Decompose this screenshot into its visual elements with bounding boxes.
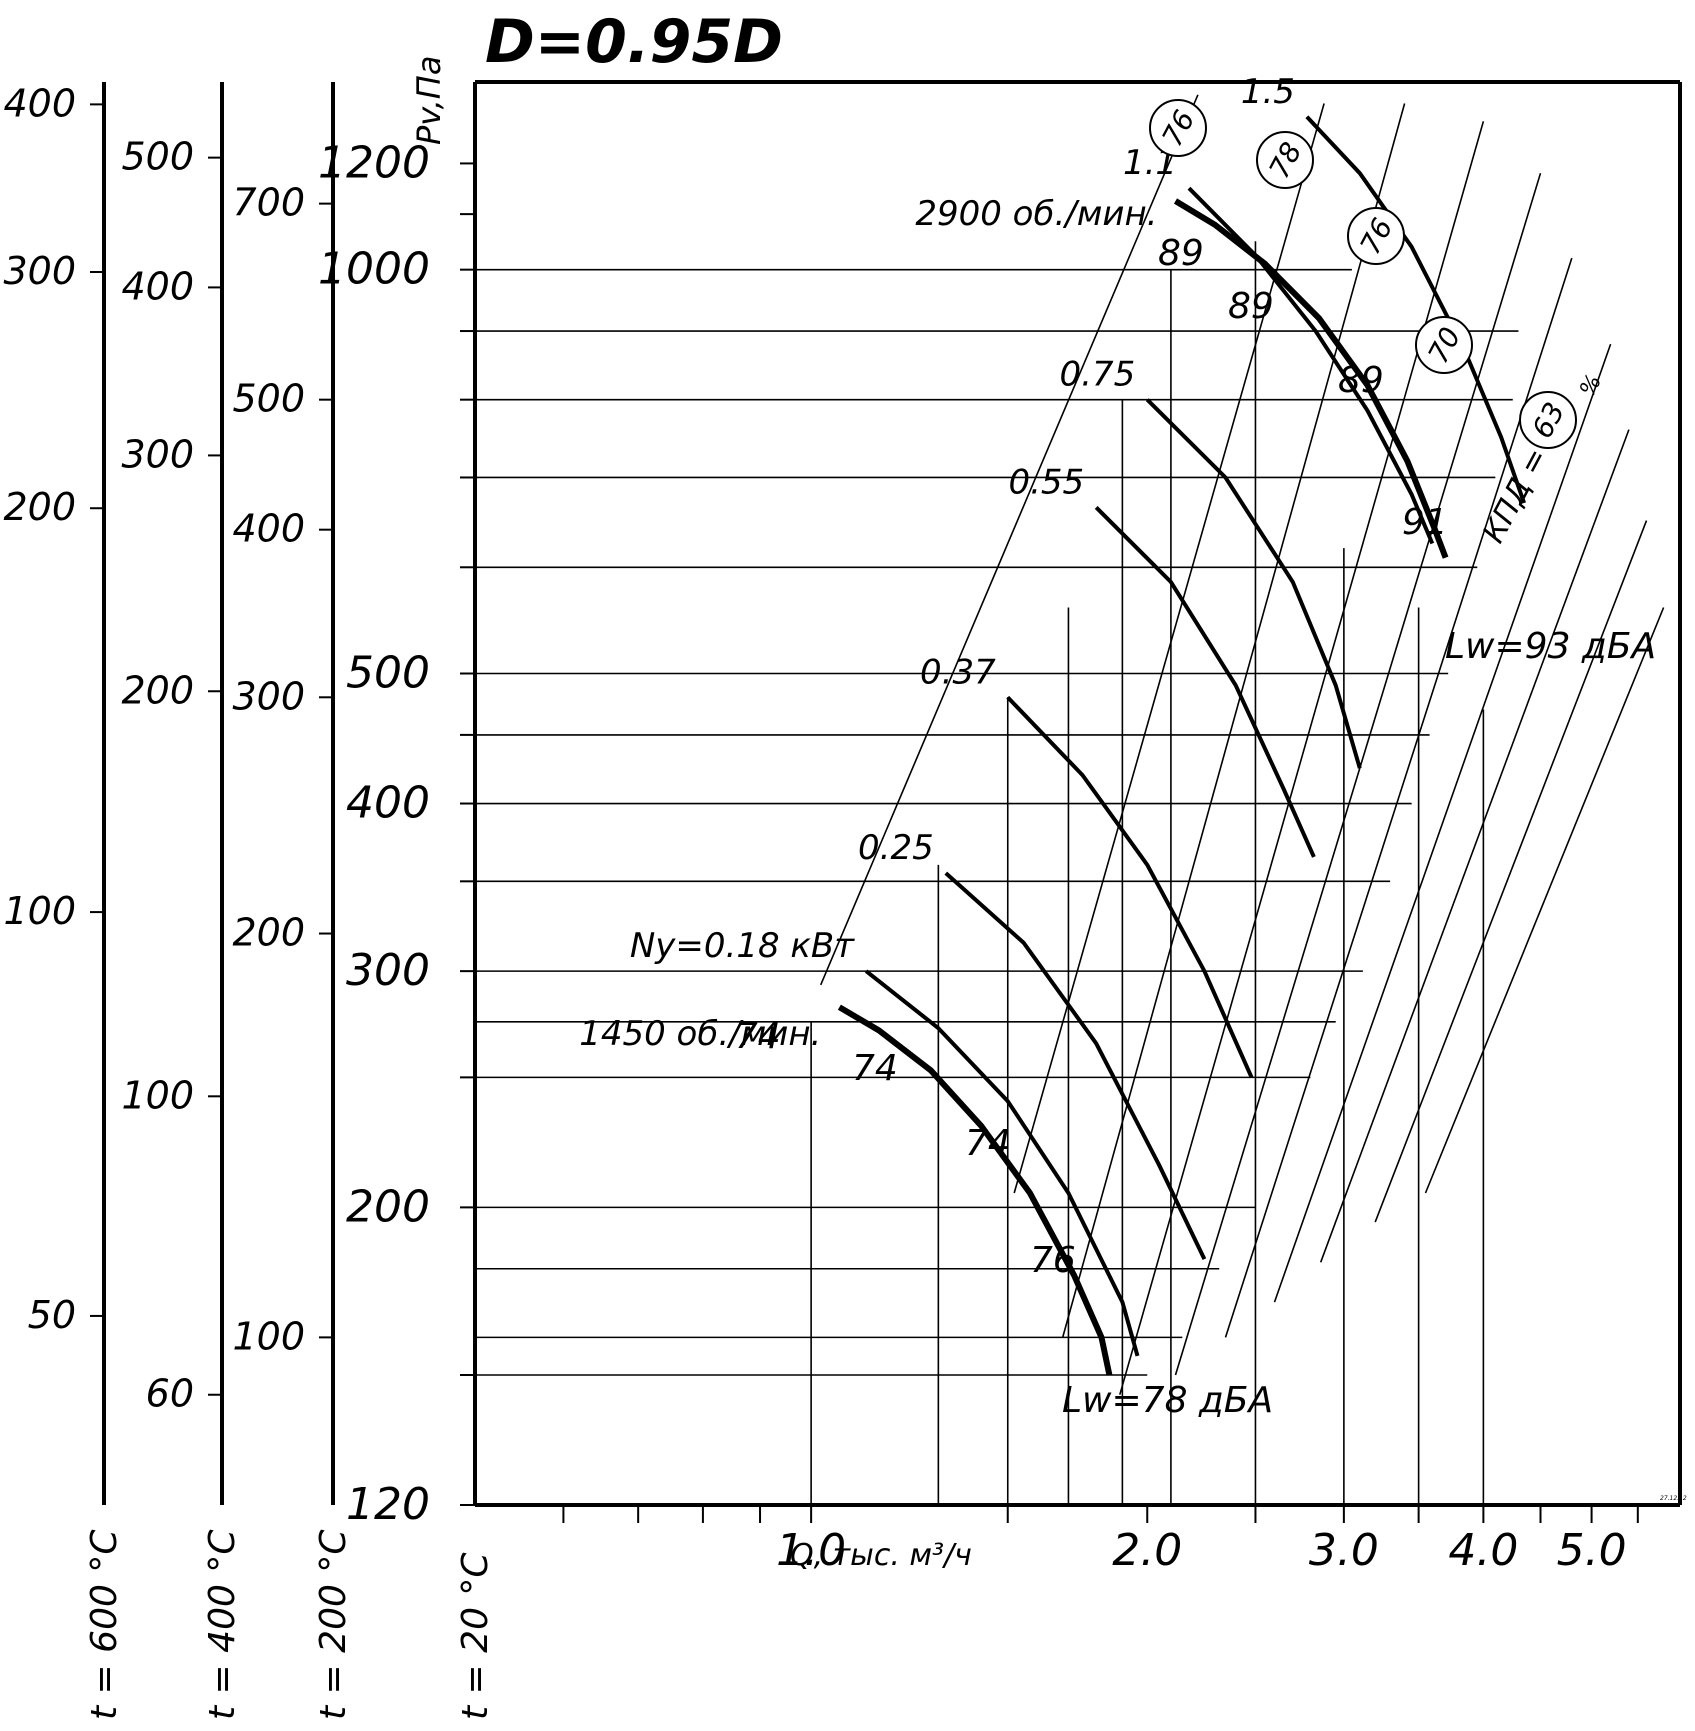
noise-value-low-0: 74 [735, 1016, 781, 1057]
power-curve-0 [864, 969, 1140, 1357]
x-tick-label-0: 1.0 [776, 1525, 846, 1576]
y-tick-label-6: 1200 [318, 137, 430, 188]
temp-tick-label-2-5: 700 [232, 181, 305, 225]
power-label-0: Nу=0.18 кВт [630, 926, 855, 966]
power-label-3: 0.55 [1008, 462, 1084, 502]
power-curve-1 [944, 871, 1207, 1260]
temp-tick-label-0-1: 100 [3, 889, 76, 933]
curves [837, 115, 1526, 1376]
grid-oblique-line-6 [1273, 343, 1612, 1303]
efficiency-unit: % [1575, 371, 1607, 401]
grid-oblique-line-5 [1224, 257, 1573, 1338]
efficiency-circle-2 [1347, 207, 1405, 265]
rpm-label-1: 1450 об./мин. [579, 1014, 821, 1054]
grid [475, 94, 1665, 1505]
noise-label-high: Lw=93 дБА [1445, 626, 1656, 667]
power-curve-4 [1145, 398, 1362, 769]
x-axis-label: Q, тыс. м³/ч [790, 1538, 972, 1573]
temp-axis-label-2: t = 200 °C [313, 1529, 354, 1720]
temp-axis-label-0: t = 600 °C [84, 1529, 125, 1720]
temp-tick-label-2-0: 100 [232, 1314, 305, 1358]
grid-oblique-line-4 [1174, 172, 1542, 1376]
efficiency-prefix: КПД = [1476, 442, 1555, 548]
power-curve-2 [1006, 695, 1254, 1079]
temp-tick-label-2-2: 300 [232, 674, 305, 718]
chart-title: D=0.95D [485, 7, 783, 77]
temp-tick-label-1-3: 300 [121, 432, 194, 476]
efficiency-circle-3 [1415, 316, 1473, 374]
temp-tick-label-0-3: 300 [3, 249, 76, 293]
grid-oblique-line-9 [1424, 607, 1665, 1194]
temp-tick-label-1-5: 500 [121, 135, 194, 179]
y-tick-label-0: 120 [346, 1479, 430, 1530]
temp-tick-label-0-0: 50 [28, 1293, 76, 1337]
temp-tick-label-0-4: 400 [3, 81, 76, 125]
y-tick-label-1: 200 [346, 1181, 430, 1232]
temp-axis-label-3: t = 20 °C [455, 1552, 496, 1720]
y-tick-label-2: 300 [346, 945, 430, 996]
noise-value-high-1: 89 [1228, 286, 1274, 327]
temp-tick-label-0-2: 200 [3, 485, 76, 529]
noise-value-low-3: 76 [1030, 1240, 1076, 1281]
efficiency-circle-4 [1519, 391, 1577, 449]
temp-tick-label-1-4: 400 [121, 264, 194, 308]
y-tick-label-4: 500 [346, 648, 430, 699]
power-label-2: 0.37 [920, 652, 996, 692]
rpm-curve-0 [1173, 198, 1449, 559]
x-tick-label-2: 3.0 [1309, 1525, 1379, 1576]
x-tick-label-1: 2.0 [1112, 1525, 1182, 1576]
noise-value-high-0: 89 [1158, 233, 1204, 274]
grid-oblique-line-1 [1013, 103, 1325, 1194]
stamp: 27.12.12 [1660, 1495, 1687, 1502]
power-curve-6 [1305, 115, 1526, 504]
grid-oblique-line-0 [819, 94, 1199, 986]
noise-value-high-3: 91 [1402, 502, 1448, 543]
noise-value-high-2: 89 [1338, 360, 1384, 401]
y-tick-label-3: 400 [346, 778, 430, 829]
temp-tick-label-1-0: 60 [146, 1372, 194, 1416]
noise-value-low-1: 74 [852, 1048, 898, 1089]
efficiency-circle-0 [1149, 99, 1207, 157]
grid-oblique-line-7 [1319, 429, 1630, 1263]
power-curve-3 [1094, 505, 1316, 858]
temp-tick-label-2-3: 400 [232, 507, 305, 551]
grid-oblique-line-8 [1374, 520, 1648, 1223]
rpm-curve-1 [837, 1004, 1113, 1376]
temp-axis-label-1: t = 400 °C [202, 1529, 243, 1720]
power-label-1: 0.25 [858, 828, 934, 868]
y-axis-label: Pv,Па [410, 56, 448, 145]
noise-value-low-2: 74 [965, 1123, 1011, 1164]
x-tick-label-4: 5.0 [1557, 1525, 1627, 1576]
temp-tick-label-2-4: 500 [232, 377, 305, 421]
temp-tick-label-1-2: 200 [121, 668, 194, 712]
efficiency-circle-1 [1256, 131, 1314, 189]
grid-oblique-line-2 [1061, 103, 1406, 1338]
x-tick-label-3: 4.0 [1448, 1525, 1518, 1576]
power-label-6: 1.5 [1241, 72, 1295, 112]
temp-tick-label-1-1: 100 [121, 1073, 194, 1117]
y-tick-label-5: 1000 [318, 244, 430, 295]
power-label-4: 0.75 [1060, 355, 1136, 395]
noise-label-low: Lw=78 дБА [1062, 1380, 1273, 1421]
temp-tick-label-2-1: 200 [232, 911, 305, 955]
axes [90, 80, 1682, 1523]
rpm-label-0: 2900 об./мин. [915, 194, 1157, 234]
